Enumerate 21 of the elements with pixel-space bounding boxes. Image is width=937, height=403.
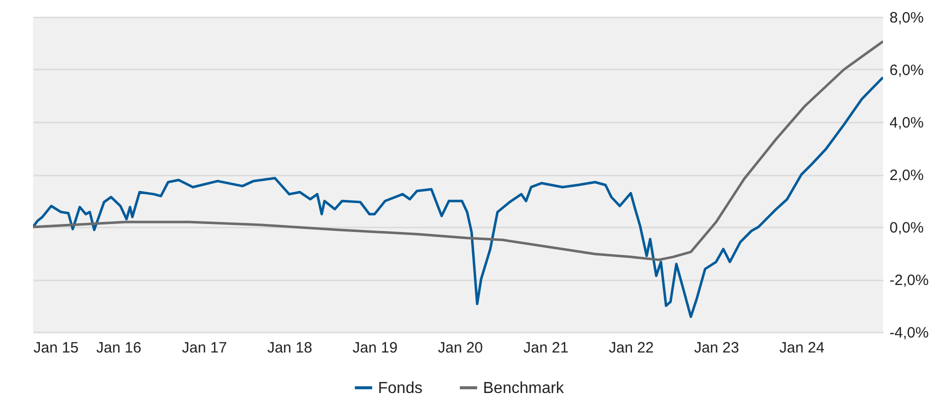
x-tick-label: Jan 23: [694, 340, 740, 356]
line-series: [33, 76, 883, 318]
x-tick-label: Jan 15: [34, 340, 79, 356]
x-tick-label: Jan 24: [779, 340, 824, 356]
y-tick-label: 4,0%: [890, 114, 924, 132]
x-tick-label: Jan 20: [438, 340, 483, 356]
y-tick-label: 8,0%: [890, 10, 924, 26]
legend-label: Fonds: [378, 380, 422, 397]
x-tick-label: Jan 18: [267, 340, 312, 356]
line-series: [33, 40, 883, 262]
x-tick-label: Jan 16: [96, 340, 142, 356]
y-tick-label: 2,0%: [890, 167, 924, 184]
x-tick-label: Jan 17: [182, 340, 227, 356]
x-tick-label: Jan 21: [523, 340, 568, 356]
x-tick-label: Jan 22: [608, 340, 654, 356]
y-tick-label: -2,0%: [890, 272, 929, 289]
y-tick-label: -4,0%: [890, 324, 929, 342]
y-tick-label: 0,0%: [890, 220, 924, 236]
y-tick-label: 6,0%: [890, 62, 924, 79]
x-tick-label: Jan 19: [352, 340, 398, 356]
legend-label: Benchmark: [483, 380, 565, 397]
